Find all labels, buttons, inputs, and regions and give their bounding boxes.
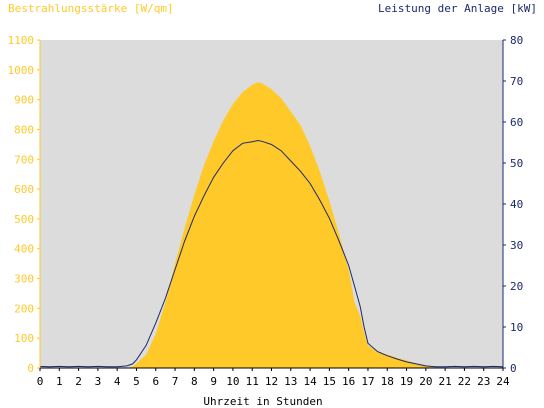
left-tick-label: 1000 [8, 64, 35, 77]
power-line [39, 139, 504, 368]
x-tick-label: 13 [284, 375, 297, 388]
right-tick-label: 0 [510, 362, 517, 375]
left-tick-label: 900 [14, 94, 34, 107]
x-tick-label: 6 [152, 375, 159, 388]
irradiance-area-layer [40, 82, 503, 369]
left-tick-label: 400 [14, 243, 34, 256]
x-tick-label: 8 [191, 375, 198, 388]
x-tick-label: 2 [75, 375, 82, 388]
right-axis-title: Leistung der Anlage [kW] [378, 2, 537, 15]
left-tick-label: 600 [14, 183, 34, 196]
left-tick-label: 1100 [8, 34, 35, 47]
power-line-layer [39, 139, 504, 368]
left-tick-label: 500 [14, 213, 34, 226]
left-tick-label: 800 [14, 123, 34, 136]
x-tick-label: 4 [114, 375, 121, 388]
x-tick-label: 20 [419, 375, 432, 388]
right-tick-label: 20 [510, 280, 523, 293]
x-tick-label: 1 [56, 375, 63, 388]
x-tick-label: 21 [439, 375, 452, 388]
x-tick-label: 10 [226, 375, 239, 388]
right-tick-label: 60 [510, 116, 523, 129]
x-tick-label: 16 [342, 375, 355, 388]
right-tick-label: 80 [510, 34, 523, 47]
x-axis-title: Uhrzeit in Stunden [203, 395, 322, 408]
irradiance-area [40, 82, 503, 369]
x-tick-label: 15 [323, 375, 336, 388]
left-tick-label: 700 [14, 153, 34, 166]
x-tick-label: 18 [381, 375, 394, 388]
x-tick-label: 17 [361, 375, 374, 388]
axes-layer: 0100200300400500600700800900100011000102… [8, 34, 524, 388]
x-tick-label: 12 [265, 375, 278, 388]
x-tick-label: 9 [210, 375, 217, 388]
x-tick-label: 23 [477, 375, 490, 388]
right-tick-label: 40 [510, 198, 523, 211]
left-axis-title: Bestrahlungsstärke [W/qm] [8, 2, 174, 15]
x-tick-label: 3 [95, 375, 102, 388]
x-tick-label: 19 [400, 375, 413, 388]
x-tick-label: 7 [172, 375, 179, 388]
right-tick-label: 70 [510, 75, 523, 88]
x-tick-label: 22 [458, 375, 471, 388]
left-tick-label: 0 [27, 362, 34, 375]
left-tick-label: 300 [14, 273, 34, 286]
left-tick-label: 100 [14, 332, 34, 345]
x-tick-label: 11 [246, 375, 259, 388]
x-tick-label: 14 [303, 375, 317, 388]
left-tick-label: 200 [14, 302, 34, 315]
right-tick-label: 30 [510, 239, 523, 252]
right-tick-label: 50 [510, 157, 523, 170]
right-tick-label: 10 [510, 321, 523, 334]
x-tick-label: 0 [37, 375, 44, 388]
x-tick-label: 5 [133, 375, 140, 388]
x-tick-label: 24 [496, 375, 510, 388]
